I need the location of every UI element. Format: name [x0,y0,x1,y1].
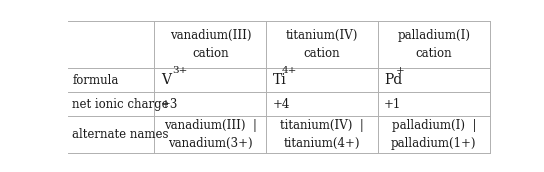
Text: 4+: 4+ [282,66,297,76]
Text: titanium(IV)
cation: titanium(IV) cation [286,29,358,60]
Text: 3+: 3+ [172,66,188,76]
Text: +4: +4 [273,98,290,111]
Text: vanadium(III)
cation: vanadium(III) cation [170,29,251,60]
Text: V: V [161,73,171,87]
Text: vanadium(3+): vanadium(3+) [168,137,252,150]
Text: net ionic charge: net ionic charge [72,98,169,111]
Text: Ti: Ti [273,73,286,87]
Text: +3: +3 [161,98,178,111]
Text: palladium(I)
cation: palladium(I) cation [397,29,470,60]
Text: vanadium(III)  |: vanadium(III) | [164,119,257,132]
Text: Pd: Pd [384,73,403,87]
Text: titanium(IV)  |: titanium(IV) | [280,119,364,132]
Text: titanium(4+): titanium(4+) [284,137,360,150]
Text: formula: formula [72,74,119,87]
Text: palladium(I)  |: palladium(I) | [392,119,476,132]
Text: +1: +1 [384,98,401,111]
Text: alternate names: alternate names [72,128,169,141]
Text: +: + [396,66,405,76]
Text: palladium(1+): palladium(1+) [391,137,477,150]
